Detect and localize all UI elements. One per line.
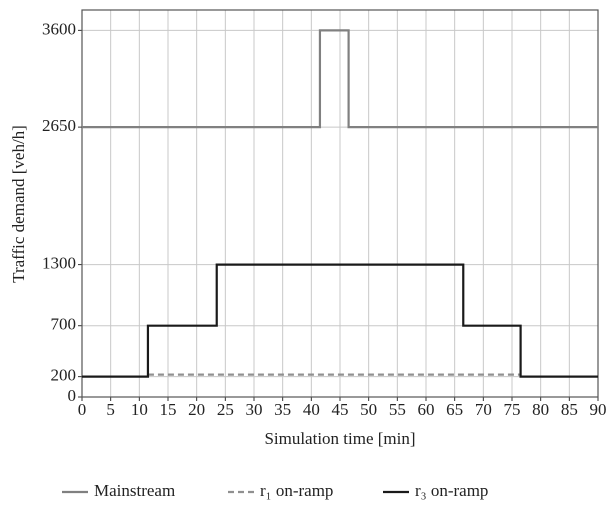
x-tick-label: 70 xyxy=(475,400,492,419)
x-tick-label: 20 xyxy=(188,400,205,419)
x-tick-label: 10 xyxy=(131,400,148,419)
x-tick-label: 90 xyxy=(590,400,607,419)
y-tick-label: 1300 xyxy=(42,254,76,273)
y-axis-label: Traffic demand [veh/h] xyxy=(9,125,28,283)
x-tick-label: 75 xyxy=(504,400,521,419)
x-tick-label: 40 xyxy=(303,400,320,419)
x-tick-label: 0 xyxy=(78,400,87,419)
x-tick-label: 15 xyxy=(160,400,177,419)
x-tick-label: 55 xyxy=(389,400,406,419)
legend-label: Mainstream xyxy=(94,481,175,500)
x-tick-label: 35 xyxy=(274,400,291,419)
x-tick-label: 50 xyxy=(360,400,377,419)
x-tick-label: 45 xyxy=(332,400,349,419)
x-axis-label: Simulation time [min] xyxy=(264,429,415,448)
legend-label: r₃ on-ramp xyxy=(415,481,488,500)
y-tick-label: 2650 xyxy=(42,116,76,135)
series-line xyxy=(82,29,598,129)
x-tick-label: 30 xyxy=(246,400,263,419)
legend-label: r₁ on-ramp xyxy=(260,481,333,500)
plot-frame xyxy=(81,9,599,398)
x-tick-label: 60 xyxy=(418,400,435,419)
x-tick-label: 25 xyxy=(217,400,234,419)
x-tick-label: 5 xyxy=(106,400,115,419)
series-line xyxy=(82,263,598,378)
x-tick-label: 85 xyxy=(561,400,578,419)
y-tick-label: 0 xyxy=(68,386,77,405)
y-tick-label: 3600 xyxy=(42,19,76,38)
x-tick-label: 80 xyxy=(532,400,549,419)
y-tick-label: 700 xyxy=(51,315,77,334)
x-tick-label: 65 xyxy=(446,400,463,419)
y-tick-label: 200 xyxy=(51,366,77,385)
